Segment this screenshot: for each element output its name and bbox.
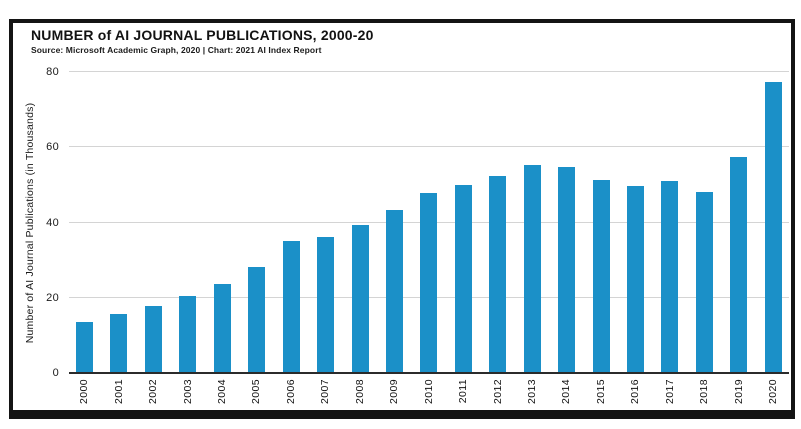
bar-2017 xyxy=(661,180,679,373)
chart-frame: NUMBER of AI JOURNAL PUBLICATIONS, 2000-… xyxy=(9,19,795,419)
bar-2014 xyxy=(558,166,576,373)
bars-layer xyxy=(69,72,789,373)
x-label-2002: 2002 xyxy=(147,379,160,404)
y-tick-20: 20 xyxy=(46,291,59,304)
x-label-2007: 2007 xyxy=(319,379,332,404)
x-label-2005: 2005 xyxy=(250,379,263,404)
x-label-2020: 2020 xyxy=(767,379,779,404)
x-label-2006: 2006 xyxy=(284,379,297,404)
x-label-2011: 2011 xyxy=(457,379,470,404)
x-label-2003: 2003 xyxy=(181,379,194,404)
gridline-60 xyxy=(69,146,789,148)
bar-2004 xyxy=(213,283,231,373)
y-tick-40: 40 xyxy=(46,216,59,229)
x-label-2019: 2019 xyxy=(732,379,745,404)
bar-2006 xyxy=(282,241,300,373)
x-label-2001: 2001 xyxy=(112,379,125,404)
bar-2013 xyxy=(523,164,541,373)
x-label-2012: 2012 xyxy=(491,379,504,404)
bar-2015 xyxy=(592,180,610,373)
bar-2000 xyxy=(76,321,93,373)
chart-body: Number of AI Journal Publications (in Th… xyxy=(24,66,789,404)
bar-2005 xyxy=(248,266,266,373)
x-label-2008: 2008 xyxy=(353,379,366,404)
x-label-2015: 2015 xyxy=(594,379,607,404)
x-label-2010: 2010 xyxy=(422,379,435,404)
x-label-2000: 2000 xyxy=(78,379,91,404)
x-axis-line xyxy=(69,372,789,374)
x-label-2017: 2017 xyxy=(663,379,676,404)
x-label-2016: 2016 xyxy=(629,379,642,404)
y-tick-80: 80 xyxy=(46,66,59,78)
x-label-2009: 2009 xyxy=(388,379,401,404)
bar-2011 xyxy=(454,184,472,373)
chart-header: NUMBER of AI JOURNAL PUBLICATIONS, 2000-… xyxy=(31,27,781,55)
bar-2003 xyxy=(179,296,197,373)
bar-2019 xyxy=(730,157,748,373)
bar-2018 xyxy=(695,192,713,373)
chart-title: NUMBER of AI JOURNAL PUBLICATIONS, 2000-… xyxy=(31,27,374,43)
bar-2012 xyxy=(489,176,507,373)
bar-2007 xyxy=(317,236,335,373)
x-label-2014: 2014 xyxy=(560,379,573,404)
x-label-2004: 2004 xyxy=(216,379,228,404)
plot-area: Number of AI Journal Publications (in Th… xyxy=(24,66,789,404)
bar-2016 xyxy=(627,186,644,373)
x-tick-labels: 2000 2001 2002 2003 2004 2005 2006 2007 2008 2009… xyxy=(69,379,789,411)
y-tick-60: 60 xyxy=(46,141,59,154)
y-tick-0: 0 xyxy=(52,367,59,379)
chart-source-caption: Source: Microsoft Academic Graph, 2020 |… xyxy=(31,45,322,56)
bar-2002 xyxy=(144,306,162,373)
bar-2009 xyxy=(385,209,403,373)
bar-2010 xyxy=(420,192,438,373)
x-label-2013: 2013 xyxy=(525,379,538,404)
bar-2001 xyxy=(110,313,128,373)
x-label-2018: 2018 xyxy=(698,379,711,404)
bar-2008 xyxy=(351,225,369,373)
bar-2020 xyxy=(764,82,782,373)
gridline-80 xyxy=(69,71,789,72)
